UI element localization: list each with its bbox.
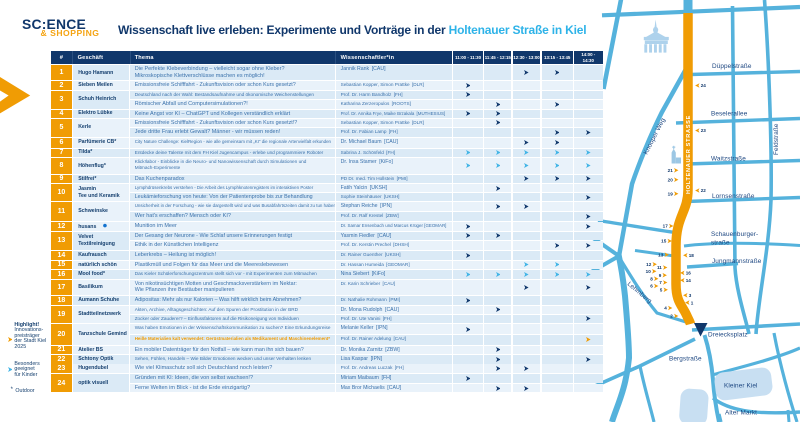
svg-text:7: 7	[659, 280, 662, 285]
svg-text:Jungmannstraße: Jungmannstraße	[712, 258, 762, 265]
svg-text:Dreiecksplatz: Dreiecksplatz	[708, 332, 748, 339]
svg-text:17: 17	[663, 224, 669, 229]
svg-text:Beselerallee: Beselerallee	[711, 111, 748, 118]
svg-text:straße: straße	[711, 240, 730, 247]
svg-text:19: 19	[668, 191, 674, 196]
svg-text:Düppelstraße: Düppelstraße	[712, 63, 752, 70]
svg-text:8: 8	[650, 276, 653, 281]
svg-text:16: 16	[686, 271, 692, 276]
svg-text:Alter Markt: Alter Markt	[725, 410, 757, 417]
svg-text:6: 6	[650, 284, 653, 289]
svg-text:13: 13	[658, 252, 664, 257]
svg-text:22: 22	[701, 188, 707, 193]
svg-text:23: 23	[701, 128, 707, 133]
svg-text:21: 21	[668, 168, 674, 173]
svg-text:3: 3	[689, 293, 692, 298]
svg-text:14: 14	[686, 278, 692, 283]
svg-text:Schauenburger-: Schauenburger-	[711, 231, 758, 238]
svg-text:1: 1	[691, 300, 694, 305]
svg-text:2: 2	[670, 314, 673, 319]
svg-text:Waitzstraße: Waitzstraße	[711, 156, 746, 163]
svg-text:Feldstraße: Feldstraße	[773, 123, 780, 155]
svg-text:Bergstraße: Bergstraße	[669, 356, 702, 363]
svg-text:15: 15	[661, 239, 667, 244]
svg-text:24: 24	[701, 83, 707, 88]
svg-text:18: 18	[689, 253, 695, 258]
svg-text:9: 9	[659, 273, 662, 278]
svg-text:12: 12	[646, 262, 652, 267]
svg-text:5: 5	[660, 288, 663, 293]
svg-text:11: 11	[657, 265, 662, 270]
svg-text:20: 20	[668, 177, 674, 182]
svg-text:HOLTENAUER STRASSE: HOLTENAUER STRASSE	[686, 115, 692, 194]
svg-text:Lornsenstraße: Lornsenstraße	[712, 193, 755, 200]
svg-text:Lehmberg: Lehmberg	[626, 281, 653, 306]
svg-text:10: 10	[646, 269, 652, 274]
svg-text:Kleiner Kiel: Kleiner Kiel	[724, 383, 758, 390]
svg-text:4: 4	[664, 306, 667, 311]
